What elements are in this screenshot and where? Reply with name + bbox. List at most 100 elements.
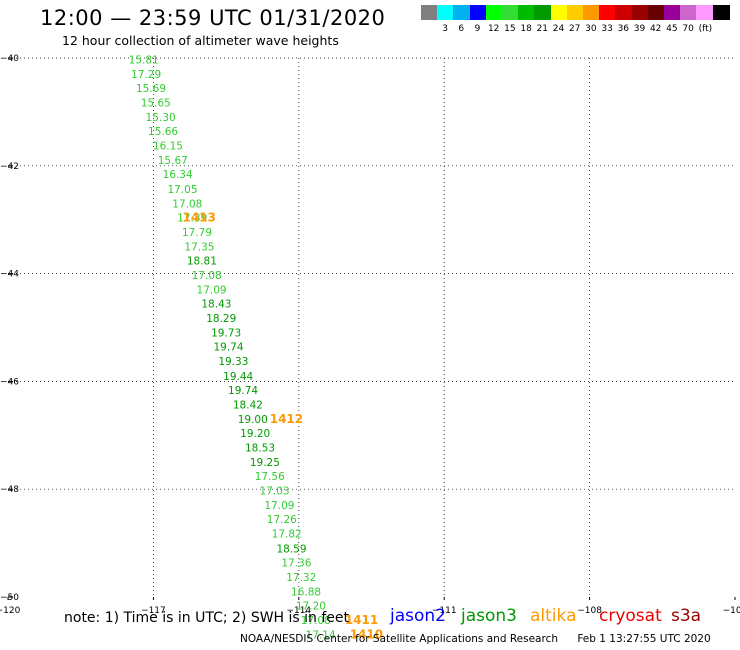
swh-value: 16.34 (163, 169, 193, 181)
color-scale-label: 33 (601, 24, 613, 34)
swh-value: 18.81 (187, 255, 217, 267)
time-label: 1410 (350, 628, 383, 642)
color-scale-label: 18 (520, 24, 532, 34)
swh-value: 19.73 (211, 328, 241, 340)
footer: NOAA/NESDIS Center for Satellite Applica… (240, 633, 727, 645)
swh-value: 17.08 (301, 615, 331, 627)
swh-value: 15.65 (141, 98, 171, 110)
swh-value: 15.67 (158, 155, 188, 167)
swh-value: 18.42 (233, 399, 263, 411)
swh-value: 16.15 (153, 141, 183, 153)
swh-value: 17.08 (192, 270, 222, 282)
swh-value: 15.30 (146, 112, 176, 124)
swh-value: 19.00 (238, 414, 268, 426)
swh-value: 18.53 (245, 442, 275, 454)
legend-s3a: s3a (671, 606, 702, 626)
color-scale-label: (ft) (698, 24, 713, 34)
color-swatch (421, 5, 438, 20)
color-swatch (599, 5, 617, 20)
swh-value: 17.32 (286, 572, 316, 584)
legend-cryosat: cryosat (599, 606, 662, 626)
color-swatch (550, 5, 568, 20)
color-scale-label: 42 (649, 24, 662, 34)
swh-value: 17.05 (167, 184, 197, 196)
swh-value: 19.74 (228, 385, 258, 397)
swh-value: 18.43 (201, 299, 231, 311)
color-swatch (680, 5, 698, 20)
swh-value: 17.79 (182, 227, 212, 239)
color-swatch (437, 5, 455, 20)
swh-value: 17.20 (296, 600, 326, 612)
swh-value: 17.29 (131, 69, 161, 81)
color-swatch (615, 5, 633, 20)
axis-ticks: −120 −117 −114 −111 −108 −105 −40 −42 −44 −46 −48 −… (0, 54, 740, 616)
color-scale-label: 6 (458, 24, 465, 34)
color-swatch (469, 5, 487, 20)
color-swatch (502, 5, 519, 20)
swh-value: 15.66 (148, 126, 178, 138)
swh-value: 17.36 (281, 557, 311, 569)
swh-value: 19.33 (218, 356, 248, 368)
legend-altika: altika (530, 606, 577, 626)
color-scale-label: 39 (633, 24, 646, 34)
color-swatch (696, 5, 714, 20)
x-tick-label: −108 (577, 606, 602, 616)
color-scale-label: 21 (536, 24, 549, 34)
x-tick-label: −117 (141, 606, 166, 616)
color-swatch (534, 5, 552, 20)
swh-value: 17.14 (306, 630, 336, 642)
chart-title: 12:00 — 23:59 UTC 01/31/2020 (40, 6, 386, 30)
color-scale-label: 36 (617, 24, 630, 34)
swh-value: 17.82 (272, 529, 302, 541)
y-tick-label: −46 (0, 377, 19, 387)
color-scale-label: 15 (504, 24, 516, 34)
y-tick-label: −50 (0, 593, 19, 603)
chart-subtitle: 12 hour collection of altimeter wave hei… (62, 33, 339, 48)
y-tick-label: −40 (0, 54, 19, 64)
grid-lines (8, 58, 735, 597)
swh-value: 19.25 (250, 457, 280, 469)
color-scale-label: 12 (487, 24, 500, 34)
color-swatch (566, 5, 584, 20)
swh-value: 17.09 (197, 285, 227, 297)
time-label: 1412 (270, 412, 303, 426)
swh-value: 15.69 (136, 83, 166, 95)
x-tick-label: −111 (432, 606, 457, 616)
color-scale-label: 27 (568, 24, 581, 34)
units-note: note: 1) Time is in UTC; 2) SWH is in fe… (64, 610, 350, 626)
swh-value: 19.44 (223, 371, 253, 383)
swh-value: 17.26 (267, 514, 297, 526)
color-swatch (583, 5, 600, 20)
color-swatch (712, 5, 730, 20)
time-label: 1413 (182, 210, 215, 224)
x-tick-label: −114 (286, 606, 311, 616)
time-label: 1411 (345, 613, 378, 627)
y-tick-label: −44 (0, 270, 19, 280)
swh-value: 18.59 (276, 543, 306, 555)
color-scale-label: 45 (666, 24, 678, 34)
swh-value: 19.74 (213, 342, 243, 354)
x-tick-label: −120 (0, 606, 21, 616)
color-swatch (631, 5, 649, 20)
color-scale-label: 3 (442, 24, 448, 34)
swh-value: 17.35 (184, 241, 214, 253)
y-tick-label: −42 (0, 162, 19, 172)
color-swatch (453, 5, 471, 20)
footer-timestamp: Feb 1 13:27:55 UTC 2020 (577, 633, 711, 645)
color-scale-label: 24 (552, 24, 565, 34)
swh-value: 16.88 (291, 586, 321, 598)
swh-value: 17.39 (177, 212, 207, 224)
swh-value: 19.20 (240, 428, 270, 440)
swh-value: 17.08 (172, 198, 202, 210)
swh-value: 17.09 (264, 500, 294, 512)
x-tick-label: −105 (723, 606, 740, 616)
swh-value: 15.81 (129, 54, 159, 66)
footer-center: NOAA/NESDIS Center for Satellite Applica… (240, 633, 558, 645)
color-swatch (647, 5, 665, 20)
color-swatch (518, 5, 536, 20)
color-scale-label: 70 (682, 24, 694, 34)
swh-value: 18.29 (206, 313, 236, 325)
y-tick-label: −48 (0, 485, 19, 495)
color-swatch (485, 5, 503, 20)
